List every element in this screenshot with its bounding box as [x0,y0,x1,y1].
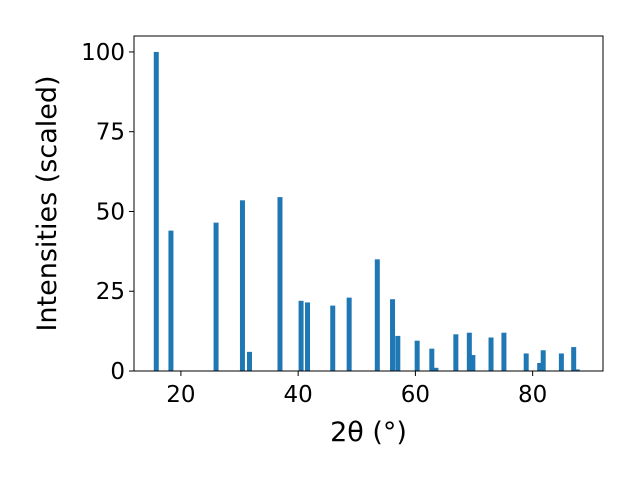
bar [488,337,494,371]
bar [390,299,396,371]
x-axis-label: 2θ (°) [330,417,407,448]
y-axis-label: Intensities (scaled) [32,75,63,331]
bar [540,350,546,371]
bar [374,259,380,371]
plot-frame [133,35,604,372]
bar [558,353,564,371]
x-tick-label: 20 [166,382,195,408]
bar [523,353,529,371]
bar [305,302,311,371]
bar [453,334,459,371]
bars-group [153,51,580,371]
bar [466,332,472,371]
bar [429,348,435,371]
y-tick-label: 75 [96,120,125,146]
y-tick-label: 50 [96,199,125,225]
x-ticks: 20 40 60 80 [166,371,547,408]
x-tick-label: 40 [284,382,313,408]
bar [574,369,580,371]
y-ticks: 0 25 50 75 100 [81,40,134,385]
bar [470,355,476,371]
bar [395,335,401,371]
y-tick-label: 0 [110,359,125,385]
bar [298,300,304,371]
bar [168,230,174,371]
x-tick-label: 60 [401,382,430,408]
bar [153,51,159,371]
bar [346,297,352,371]
y-tick-label: 100 [81,40,125,66]
bar [414,340,420,371]
bar [239,200,245,371]
bar [277,197,283,371]
bar [330,305,336,371]
bar [433,367,439,371]
y-tick-label: 25 [96,279,125,305]
bar [501,332,507,371]
bar [213,222,219,371]
bar [571,347,577,371]
bar [537,363,543,371]
bar [246,351,252,371]
x-tick-label: 80 [518,382,547,408]
